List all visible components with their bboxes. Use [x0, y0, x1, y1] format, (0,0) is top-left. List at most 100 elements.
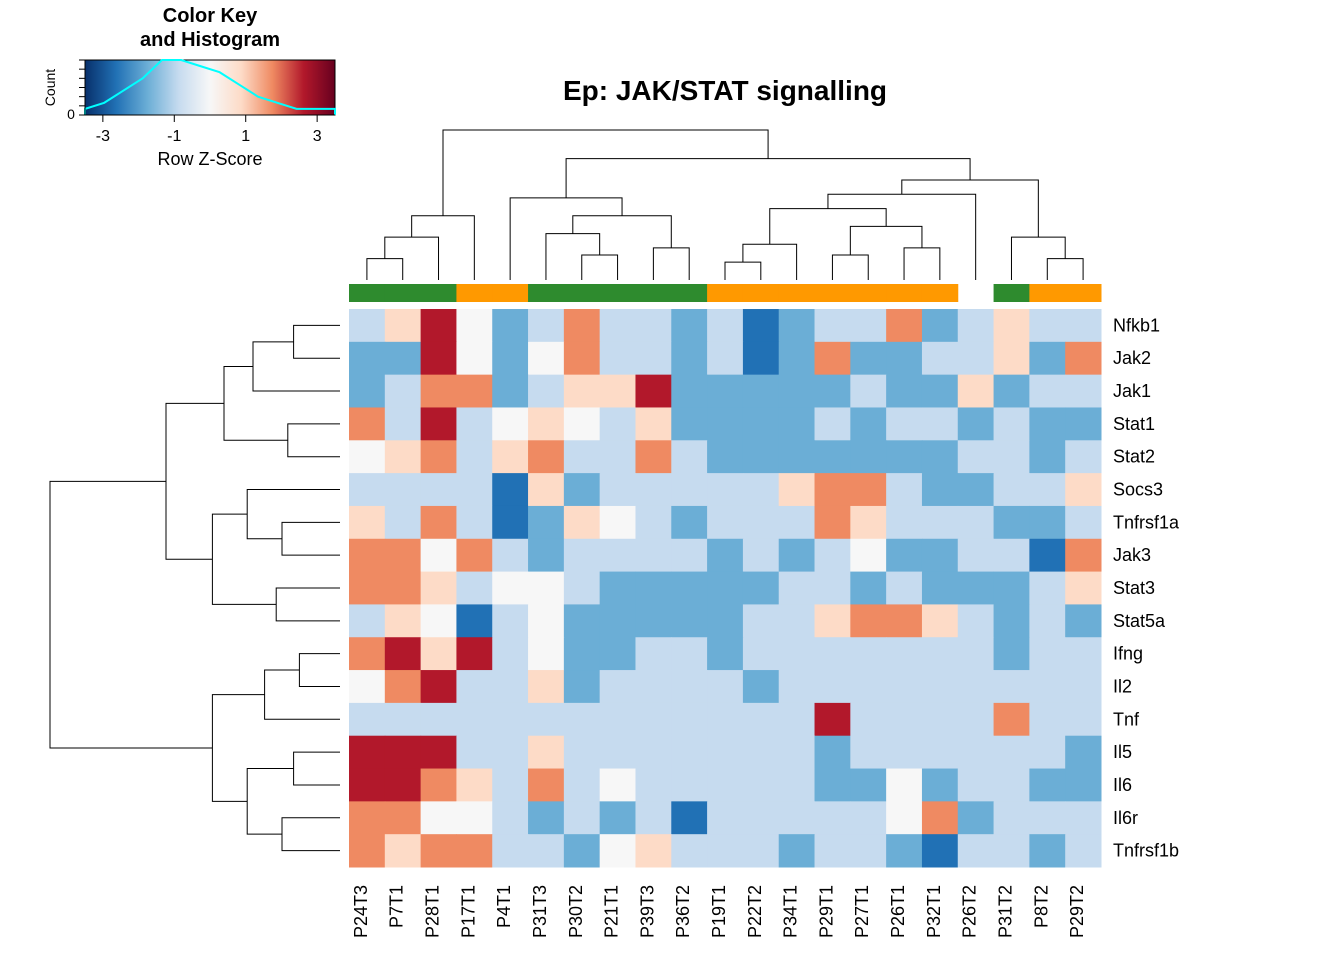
heatmap-cell: [1029, 440, 1065, 473]
row-label: Jak2: [1113, 348, 1151, 368]
column-group-bar: [600, 284, 636, 302]
heatmap-cell: [1029, 407, 1065, 440]
heatmap-cell: [671, 473, 707, 506]
heatmap-cell: [671, 604, 707, 637]
heatmap-cell: [958, 604, 994, 637]
heatmap-cell: [385, 440, 421, 473]
heatmap-cell: [349, 342, 385, 375]
heatmap-cell: [492, 407, 528, 440]
heatmap-cell: [707, 703, 743, 736]
heatmap-cell: [707, 375, 743, 408]
heatmap-cell: [600, 375, 636, 408]
heatmap-cell: [492, 670, 528, 703]
heatmap-cell: [492, 801, 528, 834]
heatmap-cell: [707, 309, 743, 342]
heatmap-cell: [1029, 670, 1065, 703]
heatmap-cell: [564, 637, 600, 670]
heatmap-cell: [707, 539, 743, 572]
heatmap-cell: [564, 309, 600, 342]
heatmap-cell: [671, 407, 707, 440]
heatmap-cell: [349, 506, 385, 539]
heatmap-cell: [421, 670, 457, 703]
heatmap-cell: [815, 407, 851, 440]
heatmap-cell: [958, 440, 994, 473]
row-label: Stat5a: [1113, 611, 1166, 631]
column-group-bar: [564, 284, 600, 302]
column-group-bar: [385, 284, 421, 302]
heatmap-cell: [456, 769, 492, 802]
heatmap-cell: [456, 506, 492, 539]
heatmap-cell: [564, 342, 600, 375]
heatmap-cell: [456, 736, 492, 769]
heatmap-cell: [850, 670, 886, 703]
column-label: P27T1: [852, 885, 872, 938]
heatmap-cell: [850, 473, 886, 506]
heatmap-cell: [600, 473, 636, 506]
heatmap-cell: [994, 769, 1030, 802]
column-label: P22T2: [745, 885, 765, 938]
color-key-tick: 3: [313, 128, 322, 145]
heatmap-cell: [564, 769, 600, 802]
heatmap-cell: [994, 539, 1030, 572]
column-label: P31T2: [995, 885, 1015, 938]
column-label: P17T1: [458, 885, 478, 938]
heatmap-cell: [635, 342, 671, 375]
row-label: Stat1: [1113, 414, 1155, 434]
heatmap-cell: [886, 440, 922, 473]
heatmap-cell: [1065, 604, 1101, 637]
heatmap-cell: [492, 637, 528, 670]
heatmap-cell: [1065, 473, 1101, 506]
heatmap-cell: [349, 637, 385, 670]
heatmap-cell: [707, 440, 743, 473]
heatmap-cell: [779, 473, 815, 506]
heatmap-cell: [421, 473, 457, 506]
heatmap-cell: [779, 801, 815, 834]
heatmap-cell: [385, 637, 421, 670]
heatmap-cell: [815, 473, 851, 506]
heatmap-cell: [1029, 801, 1065, 834]
heatmap-cell: [385, 769, 421, 802]
heatmap-cell: [958, 736, 994, 769]
heatmap-cell: [635, 604, 671, 637]
heatmap-cell: [779, 440, 815, 473]
heatmap-cell: [743, 506, 779, 539]
heatmap-cell: [528, 572, 564, 605]
column-label: P39T3: [637, 885, 657, 938]
heatmap-cell: [922, 309, 958, 342]
heatmap-cell: [850, 572, 886, 605]
heatmap-cell: [349, 670, 385, 703]
heatmap-cell: [743, 539, 779, 572]
heatmap-cell: [886, 670, 922, 703]
row-label: Jak3: [1113, 545, 1151, 565]
heatmap-cell: [385, 342, 421, 375]
heatmap-cell: [564, 375, 600, 408]
heatmap-cell: [492, 736, 528, 769]
heatmap-cell: [922, 670, 958, 703]
heatmap-cell: [886, 736, 922, 769]
row-label: Il2: [1113, 676, 1132, 696]
column-group-bar: [850, 284, 886, 302]
heatmap-cell: [1029, 637, 1065, 670]
heatmap-cell: [707, 834, 743, 867]
heatmap-cell: [635, 572, 671, 605]
heatmap-cell: [994, 637, 1030, 670]
heatmap-cell: [492, 572, 528, 605]
heatmap-cell: [850, 801, 886, 834]
heatmap-cell: [886, 604, 922, 637]
heatmap-cell: [564, 703, 600, 736]
row-label: Il6: [1113, 775, 1132, 795]
heatmap-cell: [850, 342, 886, 375]
heatmap-cell: [635, 801, 671, 834]
heatmap-cell: [600, 506, 636, 539]
heatmap-cell: [671, 506, 707, 539]
heatmap-cell: [886, 309, 922, 342]
heatmap-cell: [564, 506, 600, 539]
heatmap-cell: [743, 342, 779, 375]
heatmap-cell: [528, 834, 564, 867]
heatmap-cell: [779, 670, 815, 703]
heatmap-cell: [779, 506, 815, 539]
heatmap-cell: [385, 670, 421, 703]
heatmap-cell: [600, 769, 636, 802]
heatmap-cell: [349, 604, 385, 637]
heatmap-cell: [635, 769, 671, 802]
